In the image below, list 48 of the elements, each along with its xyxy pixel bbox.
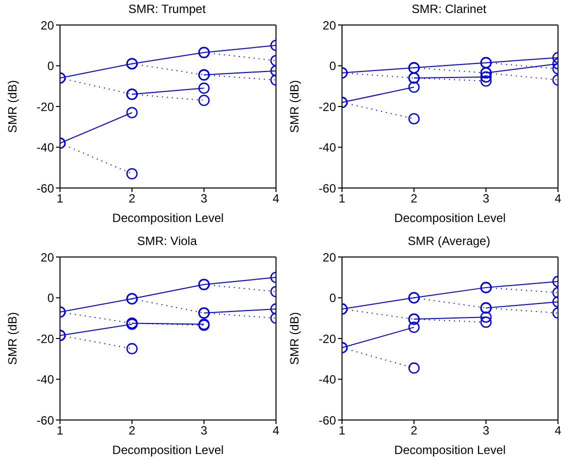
y-tick-label: -40 xyxy=(36,140,54,155)
chart-title: SMR: Viola xyxy=(136,234,198,248)
x-axis-title: Decomposition Level xyxy=(112,211,224,225)
y-tick-label: -60 xyxy=(36,181,54,196)
x-tick-label: 3 xyxy=(200,192,208,206)
y-tick-label: 20 xyxy=(322,18,336,32)
x-tick-label: 2 xyxy=(410,424,418,438)
y-tick-label: -20 xyxy=(318,100,336,114)
x-tick-label: 3 xyxy=(482,424,490,438)
x-tick-label: 4 xyxy=(272,424,280,438)
x-tick-label: 3 xyxy=(200,424,208,438)
x-tick-label: 2 xyxy=(410,192,418,206)
y-tick-label: -60 xyxy=(318,181,336,196)
y-tick-label: 20 xyxy=(40,18,54,32)
y-tick-label: -20 xyxy=(318,332,336,346)
x-tick-label: 1 xyxy=(56,424,64,438)
y-tick-label: 20 xyxy=(40,250,54,264)
x-tick-label: 4 xyxy=(272,192,280,206)
x-axis-title: Decomposition Level xyxy=(394,211,506,225)
y-tick-label: -60 xyxy=(36,413,54,428)
y-tick-label: -40 xyxy=(318,372,336,387)
x-tick-label: 3 xyxy=(482,192,490,206)
x-axis-title: Decomposition Level xyxy=(112,443,224,457)
x-tick-label: 2 xyxy=(128,424,136,438)
chart-title: SMR (Average) xyxy=(406,234,492,248)
x-tick-label: 4 xyxy=(554,424,562,438)
x-axis-title: Decomposition Level xyxy=(394,443,506,457)
chart-title: SMR: Clarinet xyxy=(410,2,488,16)
y-tick-label: 20 xyxy=(322,250,336,264)
chart-title: SMR: Trumpet xyxy=(127,2,207,16)
y-tick-label: 0 xyxy=(329,59,336,74)
y-axis-title: SMR (dB) xyxy=(287,312,302,365)
y-tick-label: -40 xyxy=(36,372,54,387)
y-axis-title: SMR (dB) xyxy=(5,80,20,133)
y-tick-label: 0 xyxy=(47,59,54,74)
y-tick-label: -20 xyxy=(36,332,54,346)
x-tick-label: 1 xyxy=(56,192,64,206)
x-tick-label: 4 xyxy=(554,192,562,206)
y-axis-title: SMR (dB) xyxy=(287,80,302,133)
y-tick-label: -40 xyxy=(318,140,336,155)
y-tick-label: 0 xyxy=(47,291,54,306)
x-tick-label: 1 xyxy=(338,424,346,438)
y-tick-label: 0 xyxy=(329,291,336,306)
y-tick-label: -20 xyxy=(36,100,54,114)
y-axis-title: SMR (dB) xyxy=(5,312,20,365)
x-tick-label: 2 xyxy=(128,192,136,206)
x-tick-label: 1 xyxy=(338,192,346,206)
y-tick-label: -60 xyxy=(318,413,336,428)
